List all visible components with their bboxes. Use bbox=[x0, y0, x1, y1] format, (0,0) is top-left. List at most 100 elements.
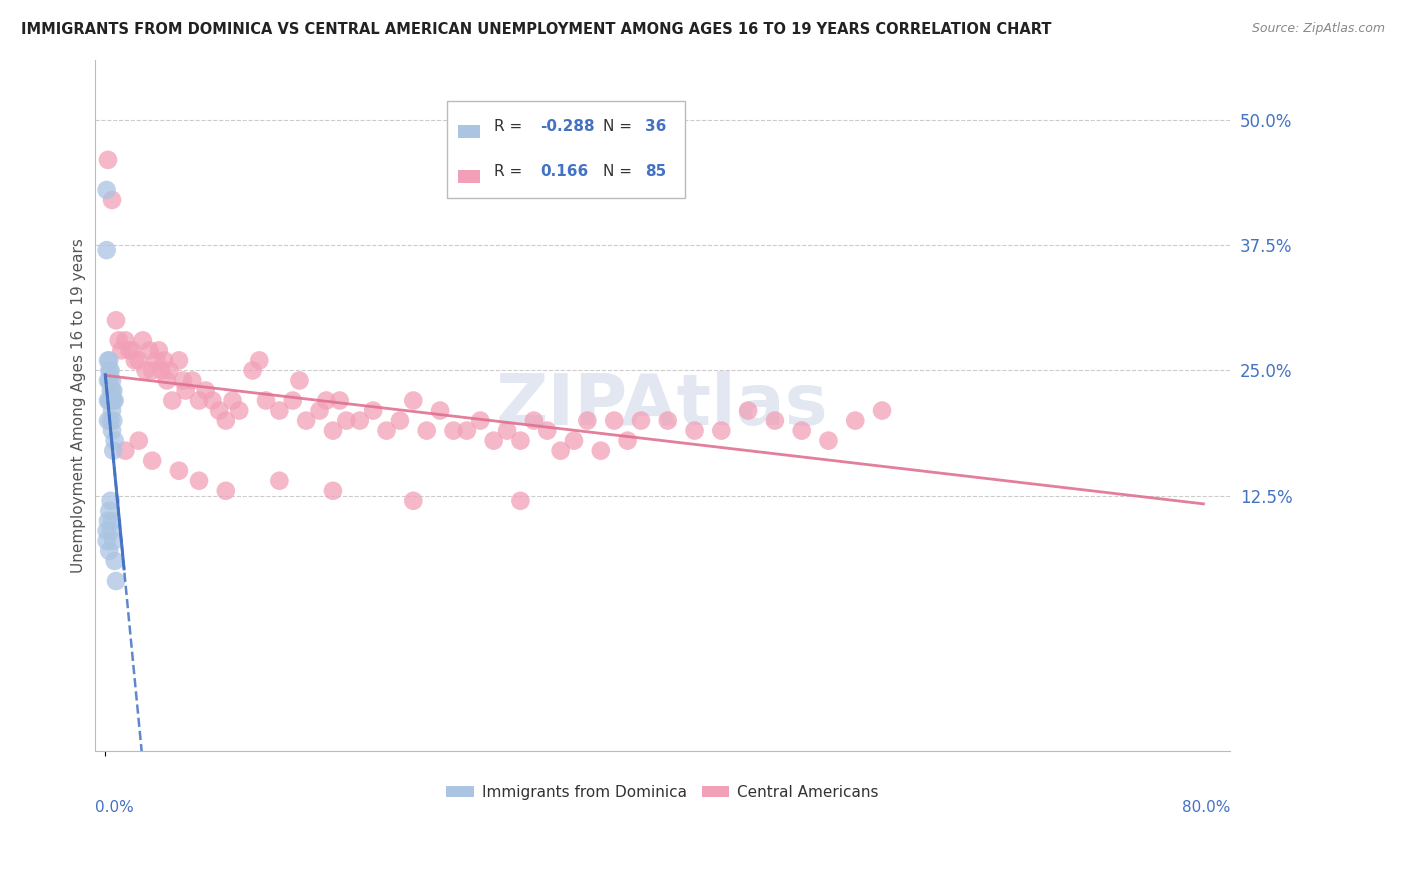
Point bbox=[103, 393, 125, 408]
Text: 36: 36 bbox=[645, 119, 666, 134]
Point bbox=[221, 393, 243, 408]
Point bbox=[138, 343, 160, 358]
Point bbox=[101, 193, 124, 207]
Point bbox=[96, 243, 118, 257]
Point bbox=[128, 353, 150, 368]
Point bbox=[870, 403, 893, 417]
Point bbox=[496, 424, 519, 438]
Point bbox=[790, 424, 813, 438]
Point bbox=[167, 464, 190, 478]
Point bbox=[100, 363, 122, 377]
Point bbox=[763, 414, 786, 428]
Point bbox=[98, 353, 121, 368]
Point bbox=[103, 443, 125, 458]
Point bbox=[254, 393, 277, 408]
Point bbox=[443, 424, 465, 438]
Point bbox=[215, 483, 238, 498]
Point bbox=[329, 393, 352, 408]
Point bbox=[657, 414, 679, 428]
Point bbox=[134, 363, 156, 377]
Text: N =: N = bbox=[603, 119, 637, 134]
Text: 80.0%: 80.0% bbox=[1182, 800, 1230, 815]
Point bbox=[322, 483, 344, 498]
Point bbox=[104, 554, 127, 568]
Point bbox=[114, 334, 136, 348]
Point bbox=[817, 434, 839, 448]
Point bbox=[98, 544, 121, 558]
Point bbox=[402, 393, 425, 408]
Point bbox=[148, 343, 170, 358]
Point bbox=[145, 353, 167, 368]
Point bbox=[361, 403, 384, 417]
Text: R =: R = bbox=[495, 119, 527, 134]
Point bbox=[103, 414, 125, 428]
Point bbox=[281, 393, 304, 408]
Point bbox=[349, 414, 371, 428]
Point bbox=[172, 374, 194, 388]
Point bbox=[683, 424, 706, 438]
Point bbox=[247, 353, 270, 368]
Text: Source: ZipAtlas.com: Source: ZipAtlas.com bbox=[1251, 22, 1385, 36]
Point bbox=[295, 414, 318, 428]
Point bbox=[470, 414, 492, 428]
Point bbox=[167, 353, 190, 368]
Point bbox=[188, 393, 211, 408]
Point bbox=[103, 533, 125, 548]
Point bbox=[509, 434, 531, 448]
Point bbox=[104, 434, 127, 448]
Point bbox=[100, 414, 122, 428]
Point bbox=[562, 434, 585, 448]
Point bbox=[118, 343, 141, 358]
Point bbox=[105, 574, 128, 588]
Point bbox=[101, 374, 124, 388]
Point bbox=[100, 493, 122, 508]
Point bbox=[103, 384, 125, 398]
Point bbox=[844, 414, 866, 428]
Point bbox=[159, 363, 181, 377]
Point bbox=[208, 403, 231, 417]
Point bbox=[96, 533, 118, 548]
Point bbox=[630, 414, 652, 428]
Point bbox=[97, 374, 120, 388]
Point bbox=[141, 453, 163, 467]
Point bbox=[288, 374, 311, 388]
Legend: Immigrants from Dominica, Central Americans: Immigrants from Dominica, Central Americ… bbox=[440, 779, 884, 806]
Text: -0.288: -0.288 bbox=[540, 119, 595, 134]
Point bbox=[98, 363, 121, 377]
Point bbox=[482, 434, 505, 448]
Point bbox=[415, 424, 437, 438]
Point bbox=[188, 474, 211, 488]
Point bbox=[429, 403, 451, 417]
Point bbox=[162, 393, 184, 408]
Point bbox=[402, 493, 425, 508]
Point bbox=[124, 353, 146, 368]
Text: 0.166: 0.166 bbox=[540, 163, 588, 178]
Point bbox=[110, 343, 132, 358]
Text: 85: 85 bbox=[645, 163, 666, 178]
Point bbox=[97, 414, 120, 428]
Point bbox=[388, 414, 411, 428]
Point bbox=[710, 424, 733, 438]
Point bbox=[308, 403, 330, 417]
Point bbox=[98, 393, 121, 408]
Point bbox=[96, 183, 118, 197]
Point bbox=[550, 443, 572, 458]
Point bbox=[104, 393, 127, 408]
Point bbox=[114, 443, 136, 458]
Point bbox=[242, 363, 264, 377]
Point bbox=[141, 363, 163, 377]
Point bbox=[603, 414, 626, 428]
Point bbox=[194, 384, 217, 398]
Point bbox=[107, 334, 129, 348]
Y-axis label: Unemployment Among Ages 16 to 19 years: Unemployment Among Ages 16 to 19 years bbox=[72, 238, 86, 573]
Point bbox=[589, 443, 612, 458]
Point bbox=[228, 403, 250, 417]
Point bbox=[101, 514, 124, 528]
Point bbox=[322, 424, 344, 438]
Point bbox=[97, 393, 120, 408]
Point bbox=[97, 514, 120, 528]
Point bbox=[156, 374, 179, 388]
Point bbox=[576, 414, 599, 428]
Point bbox=[101, 393, 124, 408]
Point bbox=[181, 374, 204, 388]
